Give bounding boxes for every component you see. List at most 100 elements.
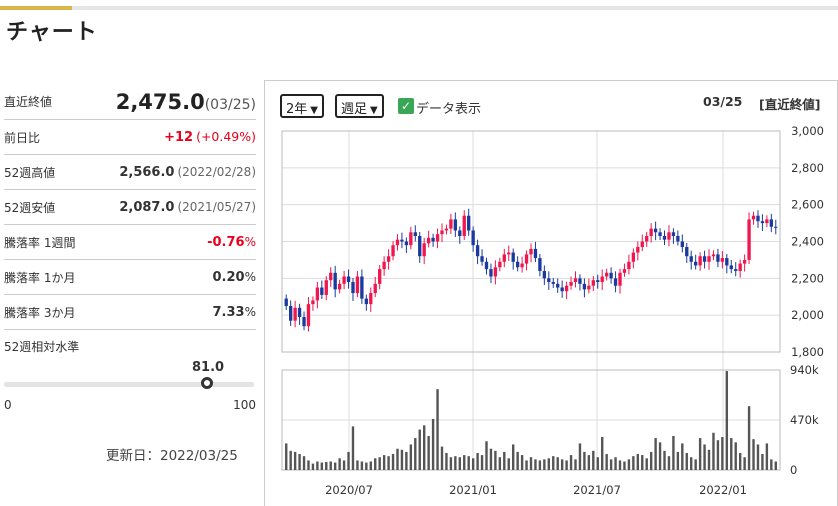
checkmark-icon: ✓ bbox=[400, 99, 412, 113]
volume-bar bbox=[316, 461, 319, 470]
volume-bar bbox=[396, 448, 399, 470]
show-data-label[interactable]: データ表示 bbox=[416, 102, 482, 117]
candle bbox=[653, 228, 658, 233]
candle bbox=[698, 256, 702, 266]
candle bbox=[444, 228, 449, 231]
candle bbox=[645, 235, 649, 242]
candle bbox=[515, 261, 520, 268]
candle bbox=[711, 254, 716, 257]
volume-bar bbox=[698, 438, 702, 470]
volume-bar bbox=[574, 459, 577, 470]
relative-level-value: 81.0 bbox=[192, 360, 225, 375]
volume-bar bbox=[471, 458, 475, 470]
52w-low-date: (2021/05/27) bbox=[177, 199, 256, 214]
candle bbox=[337, 283, 342, 290]
price-panel-frame bbox=[281, 130, 781, 353]
volume-bar bbox=[712, 432, 715, 470]
volume-bar bbox=[507, 458, 510, 470]
volume-bar bbox=[458, 457, 461, 470]
volume-bar bbox=[721, 437, 724, 470]
volume-bar bbox=[578, 443, 582, 470]
candle bbox=[467, 215, 471, 231]
candle bbox=[533, 248, 538, 259]
candle bbox=[622, 269, 627, 273]
chevron-down-icon: ▼ bbox=[370, 105, 378, 116]
candle bbox=[431, 237, 435, 242]
candle bbox=[742, 259, 747, 264]
volume-bar bbox=[454, 456, 457, 470]
candle bbox=[564, 285, 569, 292]
volume-bar bbox=[743, 457, 746, 470]
stat-day-change: 前日比 +12 (+0.49%) bbox=[4, 120, 256, 155]
candle bbox=[556, 283, 560, 288]
candle bbox=[774, 226, 778, 228]
volume-bar bbox=[667, 456, 671, 470]
stat-last-close: 直近終値 2,475.0(03/25) bbox=[4, 84, 256, 120]
candle bbox=[489, 269, 493, 277]
candle bbox=[693, 261, 698, 266]
candle bbox=[542, 270, 547, 279]
volume-bar bbox=[347, 451, 350, 470]
candle bbox=[649, 228, 653, 236]
candle bbox=[284, 298, 288, 306]
stat-label: 前日比 bbox=[4, 130, 41, 145]
stat-label: 騰落率 1週間 bbox=[4, 235, 76, 250]
candle bbox=[551, 282, 555, 284]
candle bbox=[765, 219, 769, 224]
candle bbox=[627, 261, 631, 270]
volume-bar bbox=[476, 452, 479, 470]
volume-bar bbox=[369, 461, 372, 470]
candle bbox=[604, 272, 609, 277]
candle bbox=[751, 215, 756, 220]
volume-bar bbox=[596, 457, 599, 470]
x-tick-label: 2021/07 bbox=[573, 483, 621, 497]
volume-bar bbox=[405, 451, 408, 470]
candle bbox=[378, 269, 382, 284]
volume-bar bbox=[467, 456, 470, 470]
volume-bar bbox=[676, 451, 680, 470]
chevron-down-icon: ▼ bbox=[310, 105, 318, 116]
volume-bar bbox=[738, 452, 742, 470]
volume-bar bbox=[503, 451, 506, 470]
volume-bar bbox=[414, 438, 417, 470]
candle bbox=[529, 248, 533, 255]
candle bbox=[502, 254, 506, 262]
volume-tick-label: 940k bbox=[790, 363, 819, 377]
volume-bar bbox=[409, 444, 413, 470]
interval-select[interactable]: 週足 ▼ bbox=[335, 94, 384, 118]
chart-header-date: 03/25 bbox=[703, 94, 743, 109]
percent-unit: % bbox=[244, 269, 256, 284]
volume-bar bbox=[765, 443, 769, 470]
stat-change-1w: 騰落率 1週間 -0.76% bbox=[4, 225, 256, 260]
title-underline bbox=[0, 6, 838, 10]
volume-bar bbox=[587, 455, 591, 470]
candle bbox=[640, 241, 644, 248]
candle bbox=[547, 278, 551, 283]
stat-label: 直近終値 bbox=[4, 95, 53, 109]
candle bbox=[578, 278, 582, 284]
volume-bar bbox=[658, 442, 662, 470]
volume-bar bbox=[489, 448, 493, 470]
x-tick-label: 2021/01 bbox=[449, 483, 497, 497]
volume-bar bbox=[725, 371, 729, 470]
show-data-checkbox[interactable]: ✓ bbox=[398, 98, 414, 114]
volume-bar bbox=[529, 457, 533, 470]
candle bbox=[409, 232, 413, 246]
volume-bar bbox=[516, 451, 519, 470]
volume-bar bbox=[333, 462, 337, 470]
volume-bar bbox=[356, 460, 359, 470]
candle bbox=[676, 235, 680, 242]
stat-label: 騰落率 1か月 bbox=[4, 270, 76, 285]
period-select-value: 2年 bbox=[286, 102, 308, 117]
period-select[interactable]: 2年 ▼ bbox=[280, 94, 324, 118]
x-tick-label: 2022/01 bbox=[699, 483, 747, 497]
candle bbox=[386, 256, 391, 262]
candle bbox=[671, 232, 676, 236]
candle bbox=[484, 261, 489, 270]
relative-level: 52週相対水準 81.0 0 100 bbox=[4, 330, 256, 420]
volume-bar bbox=[520, 455, 524, 470]
candle bbox=[538, 258, 542, 271]
candle bbox=[720, 258, 725, 262]
volume-bar bbox=[685, 452, 688, 470]
relative-level-marker bbox=[200, 377, 213, 389]
